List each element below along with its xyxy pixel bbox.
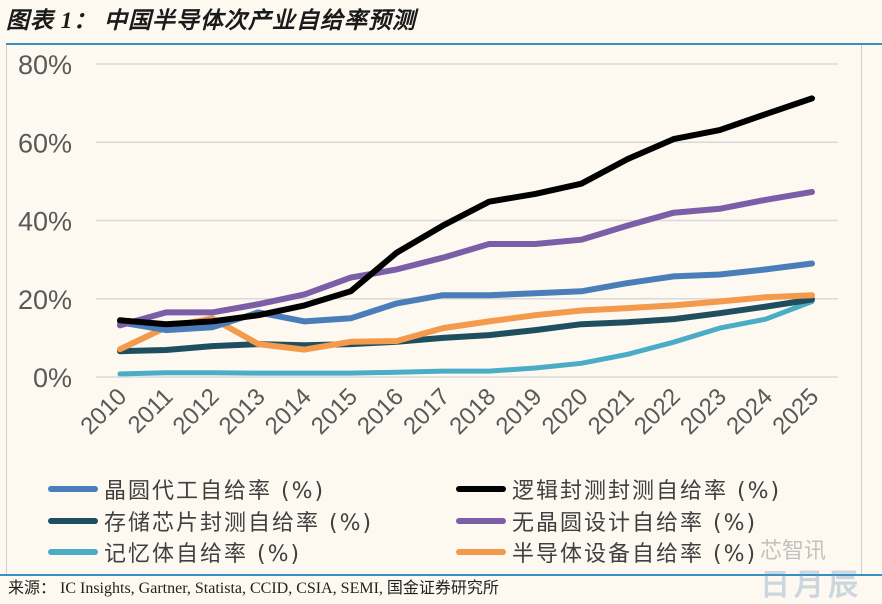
x-tick-label: 2020 <box>537 383 594 440</box>
legend-label: 晶圆代工自给率 (%) <box>104 479 326 504</box>
watermark-secondary: 日月辰 <box>760 568 862 603</box>
x-tick-label: 2019 <box>491 383 548 440</box>
legend-label: 逻辑封测封测自给率 (%) <box>512 479 782 504</box>
x-tick-label: 2018 <box>444 383 501 440</box>
series-line-4 <box>117 299 815 377</box>
legend-swatch <box>456 549 506 555</box>
legend-swatch <box>456 518 506 524</box>
x-tick-label: 2013 <box>214 383 271 440</box>
chart-frame-left <box>6 45 7 575</box>
chart-frame-right <box>861 45 862 575</box>
watermark-primary: 芯智讯 <box>760 539 827 564</box>
y-tick-label: 20% <box>18 285 72 315</box>
x-tick-label: 2011 <box>123 383 179 439</box>
series-line-3 <box>117 188 815 329</box>
legend-swatch <box>48 518 98 524</box>
x-tick-label: 2012 <box>168 383 225 440</box>
legend-swatch <box>48 486 98 492</box>
x-tick-label: 2022 <box>629 383 686 440</box>
x-tick-label: 2016 <box>352 383 409 440</box>
series-line-1 <box>117 95 815 328</box>
source-note: 来源： IC Insights, Gartner, Statista, CCID… <box>8 580 499 597</box>
legend-label: 记忆体自给率 (%) <box>104 542 302 567</box>
legend-label: 无晶圆设计自给率 (%) <box>512 511 758 536</box>
series-line-5 <box>117 292 815 353</box>
source-divider <box>0 574 882 576</box>
series-line-2 <box>117 296 815 355</box>
legend-swatch <box>48 549 98 555</box>
legend-item: 无晶圆设计自给率 (%) <box>456 506 757 536</box>
x-tick-label: 2025 <box>767 383 824 440</box>
y-tick-label: 40% <box>18 207 72 237</box>
legend-item: 半导体设备自给率 (%) <box>456 537 757 567</box>
legend-item: 存储芯片封测自给率 (%) <box>48 506 373 536</box>
legend-swatch <box>456 486 506 492</box>
legend-item: 晶圆代工自给率 (%) <box>48 474 325 504</box>
legend-item: 记忆体自给率 (%) <box>48 537 301 567</box>
x-tick-label: 2023 <box>675 383 732 440</box>
x-tick-label: 2024 <box>721 383 778 440</box>
y-tick-label: 0% <box>33 363 72 393</box>
series-lines <box>117 95 815 377</box>
x-axis-ticks: 2010201120122013201420152016201720182019… <box>75 383 824 440</box>
y-tick-label: 60% <box>18 128 72 158</box>
legend-item: 逻辑封测封测自给率 (%) <box>456 474 781 504</box>
y-tick-label: 80% <box>18 50 72 80</box>
x-tick-label: 2015 <box>306 383 363 440</box>
y-axis-ticks: 0% 20% 40% 60% 80% <box>18 50 72 393</box>
legend-label: 存储芯片封测自给率 (%) <box>104 511 374 536</box>
x-tick-label: 2017 <box>398 383 455 440</box>
x-tick-label: 2021 <box>583 383 640 440</box>
title-divider <box>6 43 882 45</box>
x-tick-label: 2010 <box>75 383 132 440</box>
x-tick-label: 2014 <box>260 383 317 440</box>
gridlines <box>96 63 838 378</box>
legend-label: 半导体设备自给率 (%) <box>512 542 758 567</box>
figure-title: 图表 1： 中国半导体次产业自给率预测 <box>6 8 416 33</box>
